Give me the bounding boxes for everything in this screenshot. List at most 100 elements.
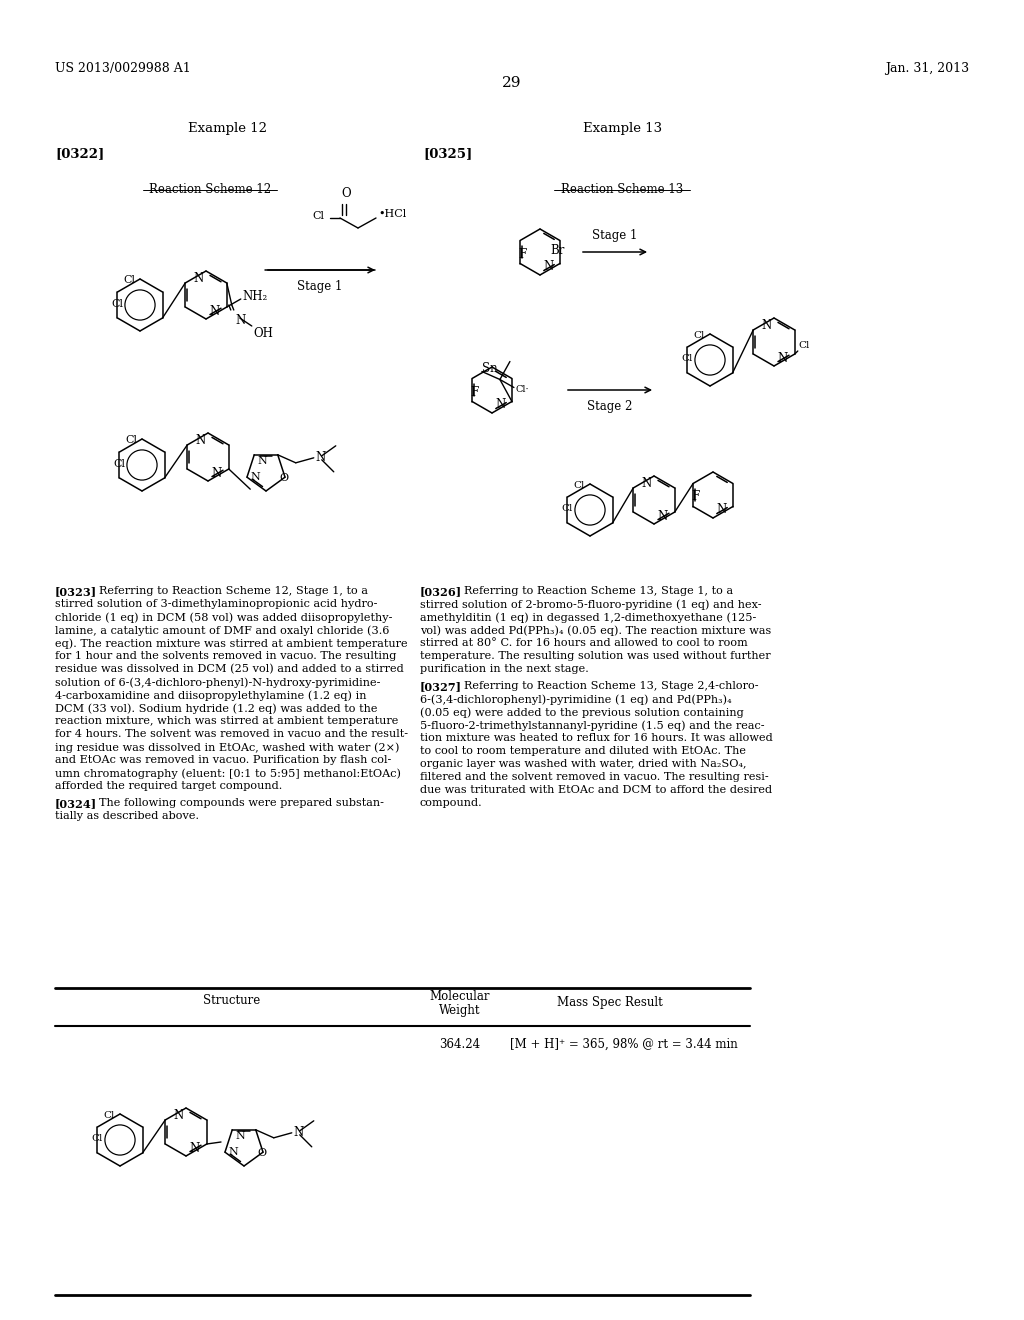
- Text: [0323]: [0323]: [55, 586, 97, 597]
- Text: 5-fluoro-2-trimethylstannanyl-pyridine (1.5 eq) and the reac-: 5-fluoro-2-trimethylstannanyl-pyridine (…: [420, 719, 765, 730]
- Text: Cl: Cl: [573, 480, 585, 490]
- Text: [0326]: [0326]: [420, 586, 462, 597]
- Text: N: N: [174, 1109, 184, 1122]
- Text: N: N: [642, 477, 652, 490]
- Text: Referring to Reaction Scheme 13, Stage 1, to a: Referring to Reaction Scheme 13, Stage 1…: [464, 586, 733, 597]
- Text: ing residue was dissolved in EtOAc, washed with water (2×): ing residue was dissolved in EtOAc, wash…: [55, 742, 399, 752]
- Text: for 1 hour and the solvents removed in vacuo. The resulting: for 1 hour and the solvents removed in v…: [55, 651, 396, 661]
- Text: N: N: [257, 455, 267, 466]
- Text: [0325]: [0325]: [423, 147, 472, 160]
- Text: Cl: Cl: [562, 504, 573, 513]
- Text: O: O: [341, 187, 351, 201]
- Text: Jan. 31, 2013: Jan. 31, 2013: [885, 62, 969, 75]
- Text: N: N: [236, 314, 246, 327]
- Text: N: N: [228, 1147, 238, 1158]
- Text: N: N: [196, 434, 206, 447]
- Text: Cl: Cl: [114, 459, 126, 469]
- Text: Cl: Cl: [112, 300, 124, 309]
- Text: Cl: Cl: [312, 211, 324, 220]
- Text: Example 13: Example 13: [584, 121, 663, 135]
- Text: tion mixture was heated to reflux for 16 hours. It was allowed: tion mixture was heated to reflux for 16…: [420, 733, 773, 743]
- Text: [0324]: [0324]: [55, 799, 97, 809]
- Text: N: N: [315, 451, 326, 465]
- Text: [0322]: [0322]: [55, 147, 104, 160]
- Text: stirred solution of 3-dimethylaminopropionic acid hydro-: stirred solution of 3-dimethylaminopropi…: [55, 599, 378, 609]
- Text: F: F: [691, 490, 699, 503]
- Text: •HCl: •HCl: [378, 209, 407, 219]
- Text: Cl: Cl: [693, 330, 705, 339]
- Text: N: N: [762, 319, 772, 333]
- Text: Cl·: Cl·: [516, 385, 529, 393]
- Text: stirred solution of 2-bromo-5-fluoro-pyridine (1 eq) and hex-: stirred solution of 2-bromo-5-fluoro-pyr…: [420, 599, 762, 610]
- Text: Cl: Cl: [92, 1134, 103, 1143]
- Text: N: N: [716, 503, 726, 516]
- Text: DCM (33 vol). Sodium hydride (1.2 eq) was added to the: DCM (33 vol). Sodium hydride (1.2 eq) wa…: [55, 704, 378, 714]
- Text: Stage 1: Stage 1: [297, 280, 343, 293]
- Text: organic layer was washed with water, dried with Na₂SO₄,: organic layer was washed with water, dri…: [420, 759, 746, 770]
- Text: Referring to Reaction Scheme 13, Stage 2,4-chloro-: Referring to Reaction Scheme 13, Stage 2…: [464, 681, 759, 690]
- Text: umn chromatography (eluent: [0:1 to 5:95] methanol:EtOAc): umn chromatography (eluent: [0:1 to 5:95…: [55, 768, 401, 779]
- Text: lamine, a catalytic amount of DMF and oxalyl chloride (3.6: lamine, a catalytic amount of DMF and ox…: [55, 624, 389, 635]
- Text: N: N: [294, 1126, 304, 1139]
- Text: The following compounds were prepared substan-: The following compounds were prepared su…: [99, 799, 384, 808]
- Text: amethylditin (1 eq) in degassed 1,2-dimethoxyethane (125-: amethylditin (1 eq) in degassed 1,2-dime…: [420, 612, 757, 623]
- Text: vol) was added Pd(PPh₃)₄ (0.05 eq). The reaction mixture was: vol) was added Pd(PPh₃)₄ (0.05 eq). The …: [420, 624, 771, 635]
- Text: Cl: Cl: [125, 436, 137, 445]
- Text: (0.05 eq) were added to the previous solution containing: (0.05 eq) were added to the previous sol…: [420, 708, 743, 718]
- Text: N: N: [194, 272, 204, 285]
- Text: filtered and the solvent removed in vacuo. The resulting resi-: filtered and the solvent removed in vacu…: [420, 772, 769, 781]
- Text: N: N: [495, 399, 505, 411]
- Text: OH: OH: [254, 327, 273, 341]
- Text: N: N: [543, 260, 553, 273]
- Text: Cl: Cl: [123, 275, 135, 285]
- Text: N: N: [236, 1131, 245, 1140]
- Text: Sn: Sn: [482, 363, 498, 375]
- Text: solution of 6-(3,4-dichloro-phenyl)-N-hydroxy-pyrimidine-: solution of 6-(3,4-dichloro-phenyl)-N-hy…: [55, 677, 380, 688]
- Text: Mass Spec Result: Mass Spec Result: [557, 997, 663, 1008]
- Text: Cl: Cl: [799, 341, 810, 350]
- Text: tially as described above.: tially as described above.: [55, 810, 199, 821]
- Text: Cl: Cl: [103, 1110, 115, 1119]
- Text: eq). The reaction mixture was stirred at ambient temperature: eq). The reaction mixture was stirred at…: [55, 638, 408, 648]
- Text: to cool to room temperature and diluted with EtOAc. The: to cool to room temperature and diluted …: [420, 746, 746, 756]
- Text: reaction mixture, which was stirred at ambient temperature: reaction mixture, which was stirred at a…: [55, 715, 398, 726]
- Text: Weight: Weight: [439, 1005, 480, 1016]
- Text: N: N: [777, 352, 787, 366]
- Text: Reaction Scheme 13: Reaction Scheme 13: [561, 183, 683, 195]
- Text: Br: Br: [551, 243, 565, 256]
- Text: 4-carboxamidine and diisopropylethylamine (1.2 eq) in: 4-carboxamidine and diisopropylethylamin…: [55, 690, 367, 701]
- Text: purification in the next stage.: purification in the next stage.: [420, 664, 589, 675]
- Text: Referring to Reaction Scheme 12, Stage 1, to a: Referring to Reaction Scheme 12, Stage 1…: [99, 586, 368, 597]
- Text: [M + H]⁺ = 365, 98% @ rt = 3.44 min: [M + H]⁺ = 365, 98% @ rt = 3.44 min: [510, 1038, 737, 1051]
- Text: 364.24: 364.24: [439, 1038, 480, 1051]
- Text: US 2013/0029988 A1: US 2013/0029988 A1: [55, 62, 190, 75]
- Text: due was triturated with EtOAc and DCM to afford the desired: due was triturated with EtOAc and DCM to…: [420, 785, 772, 795]
- Text: stirred at 80° C. for 16 hours and allowed to cool to room: stirred at 80° C. for 16 hours and allow…: [420, 638, 748, 648]
- Text: [0327]: [0327]: [420, 681, 462, 692]
- Text: N: N: [209, 305, 219, 318]
- Text: and EtOAc was removed in vacuo. Purification by flash col-: and EtOAc was removed in vacuo. Purifica…: [55, 755, 391, 766]
- Text: O: O: [280, 473, 289, 483]
- Text: afforded the required target compound.: afforded the required target compound.: [55, 781, 283, 791]
- Text: residue was dissolved in DCM (25 vol) and added to a stirred: residue was dissolved in DCM (25 vol) an…: [55, 664, 403, 675]
- Text: N: N: [250, 473, 260, 482]
- Text: Stage 2: Stage 2: [588, 400, 633, 413]
- Text: N: N: [189, 1142, 200, 1155]
- Text: N: N: [657, 510, 668, 523]
- Text: Example 12: Example 12: [188, 121, 267, 135]
- Text: temperature. The resulting solution was used without further: temperature. The resulting solution was …: [420, 651, 771, 661]
- Text: Cl: Cl: [682, 354, 693, 363]
- Text: F: F: [518, 248, 526, 260]
- Text: Stage 1: Stage 1: [592, 228, 638, 242]
- Text: Molecular: Molecular: [430, 990, 490, 1003]
- Text: compound.: compound.: [420, 799, 482, 808]
- Text: for 4 hours. The solvent was removed in vacuo and the result-: for 4 hours. The solvent was removed in …: [55, 729, 408, 739]
- Text: chloride (1 eq) in DCM (58 vol) was added diisopropylethy-: chloride (1 eq) in DCM (58 vol) was adde…: [55, 612, 392, 623]
- Text: N: N: [211, 467, 221, 480]
- Text: Reaction Scheme 12: Reaction Scheme 12: [148, 183, 271, 195]
- Text: 6-(3,4-dichlorophenyl)-pyrimidine (1 eq) and Pd(PPh₃)₄: 6-(3,4-dichlorophenyl)-pyrimidine (1 eq)…: [420, 694, 731, 705]
- Text: O: O: [257, 1148, 266, 1158]
- Text: NH₂: NH₂: [243, 290, 268, 304]
- Text: 29: 29: [502, 77, 522, 90]
- Text: Structure: Structure: [204, 994, 261, 1007]
